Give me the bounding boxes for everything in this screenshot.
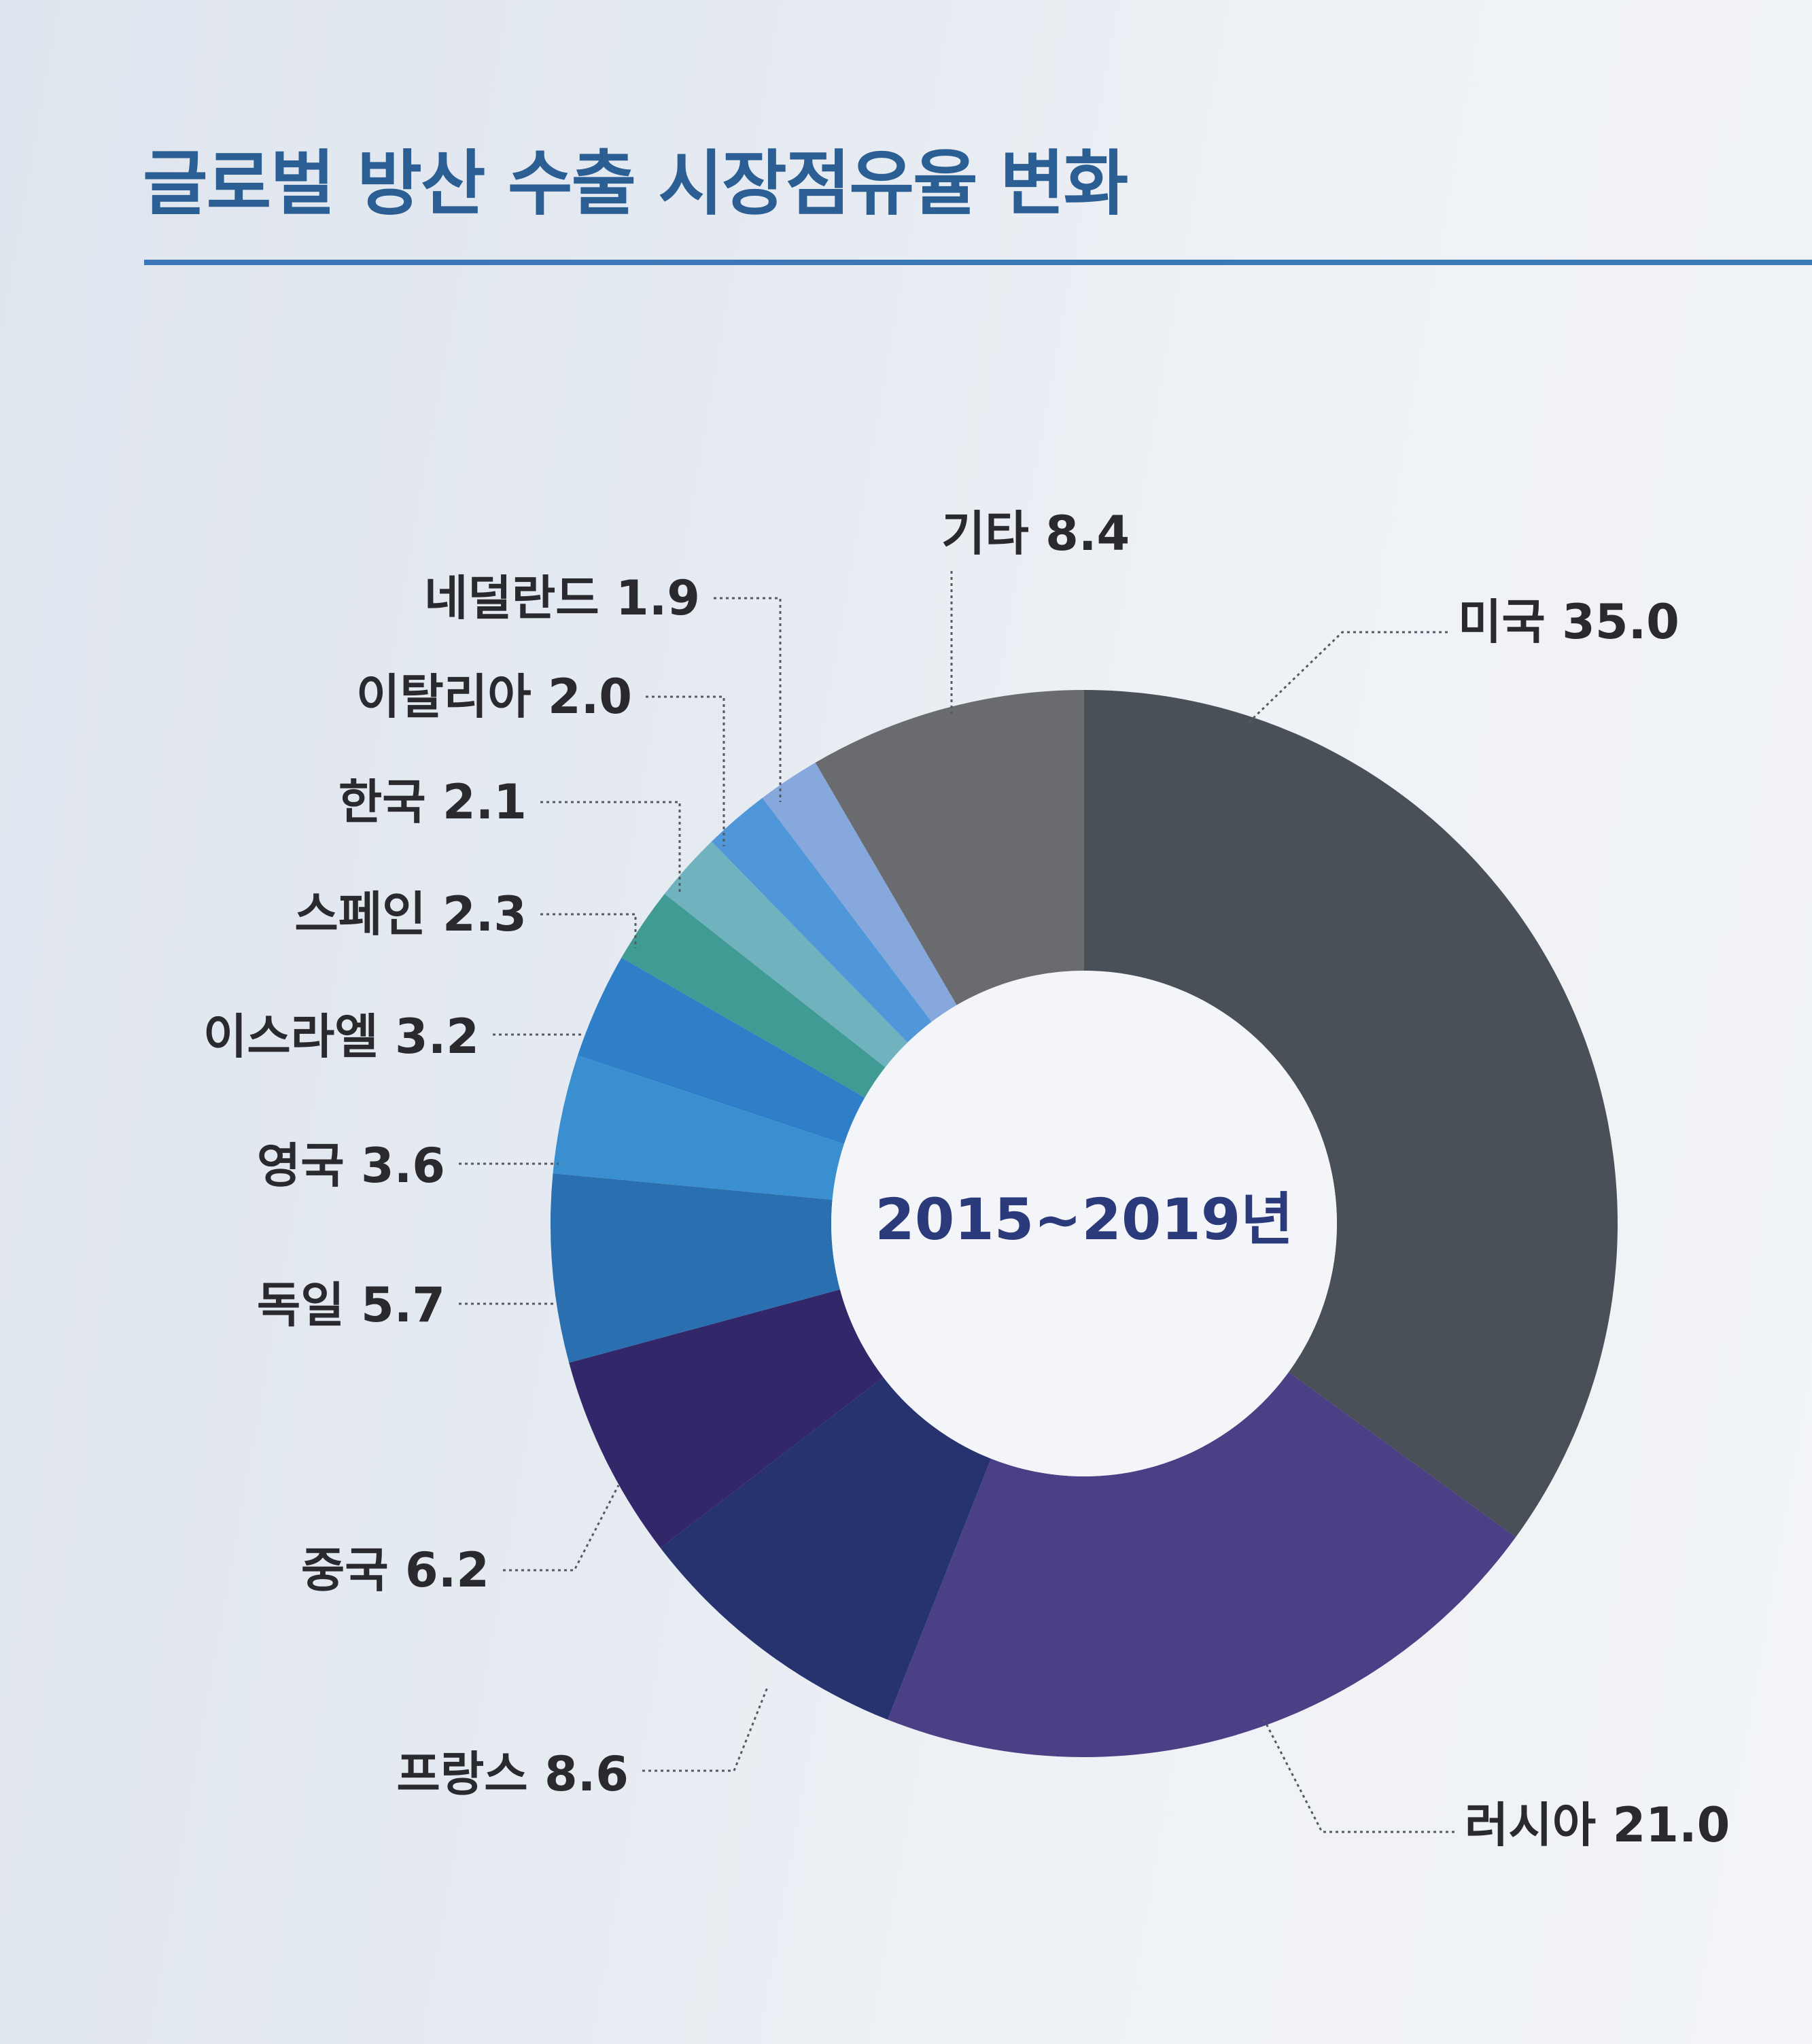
leader-line-11 [714,597,782,802]
slices-layer [551,690,1618,1757]
slice-3 [660,1377,992,1720]
leader-line-1 [1246,631,1448,725]
slice-4 [569,1289,884,1548]
slice-2 [888,1372,1516,1757]
leader-line-2 [1263,1719,1454,1833]
slice-label-11: 네덜란드 1.9 [424,570,700,626]
slice-label-8: 스페인 2.3 [294,886,527,942]
leader-line-10 [646,695,725,846]
slice-9 [664,841,908,1068]
slice-label-6: 영국 3.6 [257,1138,445,1194]
leader-line-4 [503,1485,620,1572]
leader-line-3 [642,1685,769,1772]
title-underline [144,260,1812,265]
slice-label-4: 중국 6.2 [301,1542,489,1598]
leader-lines-layer [459,571,1454,1833]
slice-8 [621,893,886,1098]
donut-hole [831,971,1337,1476]
slice-label-1: 미국 35.0 [1458,594,1679,650]
leader-line-9 [540,801,681,894]
slice-labels-layer: 미국 35.0 러시아 21.0 프랑스 8.6 중국 6.2 독일 5.7 영국 3.6… [203,506,1730,1853]
center-label: 2015~2019년 [875,1186,1293,1253]
slice-10 [711,797,932,1043]
slice-label-12: 기타 8.4 [941,506,1130,561]
slice-label-10: 이탈리아 2.0 [356,669,632,725]
slice-12 [815,690,1084,1005]
leader-line-8 [540,913,637,948]
slice-label-2: 러시아 21.0 [1465,1797,1730,1853]
slice-label-3: 프랑스 8.6 [396,1746,629,1802]
slice-7 [577,957,865,1144]
slice-label-7: 이스라엘 3.2 [203,1009,479,1064]
slice-11 [762,762,957,1022]
slice-5 [551,1173,840,1363]
chart-title: 글로벌 방산 수출 시장점유율 변화 [143,142,1128,225]
slice-label-9: 한국 2.1 [338,774,527,830]
slice-6 [553,1055,844,1200]
slice-label-5: 독일 5.7 [257,1277,445,1333]
slice-1 [1084,690,1618,1538]
